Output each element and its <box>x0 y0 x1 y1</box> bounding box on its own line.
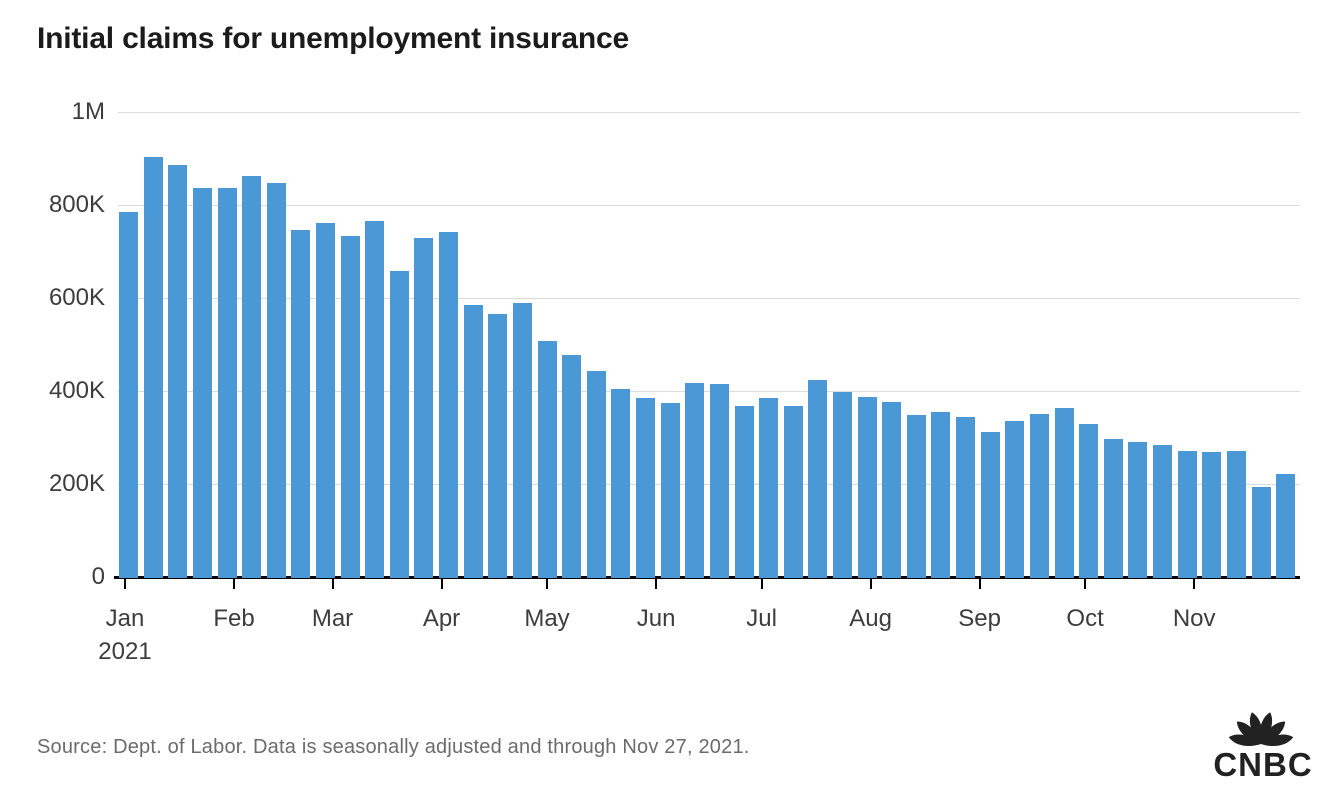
bar <box>1005 421 1025 578</box>
bar <box>1079 424 1099 578</box>
y-axis-tick-label: 200K <box>48 470 105 497</box>
gridline <box>118 112 1300 113</box>
bar <box>439 232 459 578</box>
bar <box>586 370 606 578</box>
gridline <box>118 205 1300 206</box>
x-axis-tick <box>124 579 126 589</box>
bar <box>512 302 532 578</box>
x-axis-month-label: Aug <box>849 605 892 632</box>
x-axis-month-label: Mar <box>311 605 354 632</box>
bar <box>709 384 729 578</box>
bar <box>759 397 779 578</box>
x-axis-year-label: 2021 <box>98 638 152 665</box>
gridline <box>118 391 1300 392</box>
bar <box>1226 451 1246 578</box>
peacock-icon <box>1228 712 1294 746</box>
x-axis-month-label: Jan 2021 <box>75 602 175 668</box>
x-axis-tick <box>655 579 658 589</box>
x-axis-month-label: Apr <box>422 605 461 632</box>
bar <box>192 188 212 578</box>
y-axis-tick-label: 400K <box>48 377 105 404</box>
bar <box>1251 486 1271 578</box>
source-attribution: Source: Dept. of Labor. Data is seasonal… <box>37 736 750 758</box>
x-axis-month-label: Sep <box>958 605 1001 632</box>
bar <box>1153 445 1172 578</box>
x-axis-month-label: Feb <box>213 605 255 632</box>
bar <box>340 235 360 578</box>
x-axis-tick <box>331 579 334 589</box>
bar <box>562 354 582 578</box>
bar <box>636 398 655 578</box>
bar <box>119 212 138 578</box>
bar <box>734 405 754 578</box>
bar <box>1128 441 1148 578</box>
bar <box>808 379 828 578</box>
chart-title: Initial claims for unemployment insuranc… <box>37 22 629 55</box>
bar <box>463 304 483 578</box>
bar <box>956 416 976 578</box>
bar <box>365 221 385 578</box>
bar <box>1103 439 1123 578</box>
x-axis-month-label: Jun <box>636 605 676 632</box>
x-axis-tick <box>546 579 548 589</box>
bar <box>857 397 877 578</box>
bar <box>685 382 705 578</box>
x-axis-month-label: May <box>524 605 570 632</box>
bar <box>1202 451 1222 578</box>
y-axis-tick-label: 800K <box>48 191 105 218</box>
gridline <box>118 298 1300 299</box>
y-axis-tick-label: 600K <box>48 284 105 311</box>
cnbc-logo: CNBC <box>1213 712 1312 783</box>
bar <box>783 405 803 578</box>
x-axis-tick <box>760 579 763 589</box>
bar <box>882 401 902 578</box>
bar <box>266 182 286 578</box>
x-axis-tick <box>978 579 981 589</box>
bar <box>1177 451 1197 578</box>
x-axis-tick <box>233 579 235 589</box>
bar <box>389 271 409 578</box>
bar <box>833 391 852 578</box>
cnbc-wordmark: CNBC <box>1213 746 1312 783</box>
x-axis-month-label: Oct <box>1066 605 1104 632</box>
bar <box>242 175 262 578</box>
x-axis-baseline <box>114 576 1300 579</box>
x-axis-month-label: Nov <box>1172 605 1216 632</box>
bar <box>1029 413 1049 578</box>
x-axis-tick <box>1193 579 1196 589</box>
y-axis-tick-label: 1M <box>71 98 105 125</box>
bar <box>488 313 508 578</box>
bar <box>217 187 237 578</box>
bar <box>906 414 926 578</box>
bar <box>414 238 434 578</box>
bar <box>316 223 335 578</box>
x-axis-month-label: Jul <box>746 605 777 632</box>
bar <box>537 341 557 578</box>
x-axis-tick <box>1084 579 1087 589</box>
bar <box>611 388 631 578</box>
bar <box>291 229 311 578</box>
bar <box>168 165 188 578</box>
bar <box>1054 407 1074 578</box>
gridline <box>118 484 1300 485</box>
bar <box>1276 473 1296 578</box>
x-axis-tick <box>440 579 443 589</box>
bar <box>980 431 1000 578</box>
bar <box>660 402 680 578</box>
bar <box>143 156 163 578</box>
x-axis-tick <box>869 579 872 589</box>
y-axis-tick-label: 0 <box>91 563 105 590</box>
bar <box>931 412 951 578</box>
